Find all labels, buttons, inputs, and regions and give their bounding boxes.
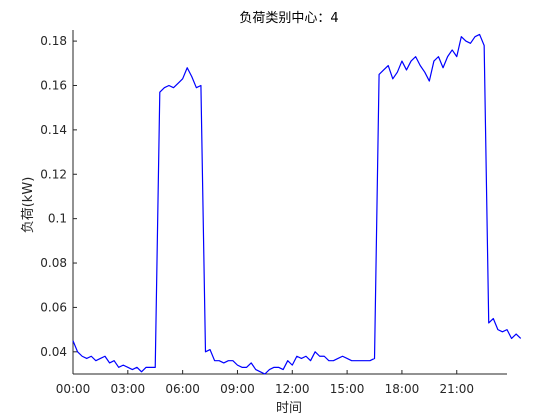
chart-title: 负荷类别中心：4: [239, 11, 338, 26]
y-tick-label: 0.1: [48, 212, 67, 226]
x-tick-label: 00:00: [56, 382, 91, 396]
series-line: [72, 33, 522, 375]
x-tick-label: 18:00: [385, 382, 420, 396]
y-axis-title: 负荷(kW): [21, 177, 36, 234]
y-tick-label: 0.18: [40, 34, 67, 48]
series-layer: [72, 33, 522, 375]
x-tick-label: 09:00: [220, 382, 255, 396]
x-axis-title: 时间: [276, 401, 302, 416]
x-tick-label: 21:00: [439, 382, 474, 396]
ticks: 00:00 03:00 06:00 09:00 12:00 15:00 18:00 21:00…: [40, 34, 474, 396]
axes: [72, 30, 507, 375]
y-tick-label: 0.08: [40, 256, 67, 270]
y-tick-label: 0.14: [40, 123, 67, 137]
y-tick-label: 0.06: [40, 300, 67, 314]
x-tick-label: 15:00: [330, 382, 365, 396]
x-tick-label: 12:00: [275, 382, 310, 396]
x-tick-label: 03:00: [111, 382, 146, 396]
y-tick-label: 0.04: [40, 345, 67, 359]
x-tick-label: 06:00: [165, 382, 200, 396]
y-tick-label: 0.12: [40, 167, 67, 181]
y-tick-label: 0.16: [40, 78, 67, 92]
